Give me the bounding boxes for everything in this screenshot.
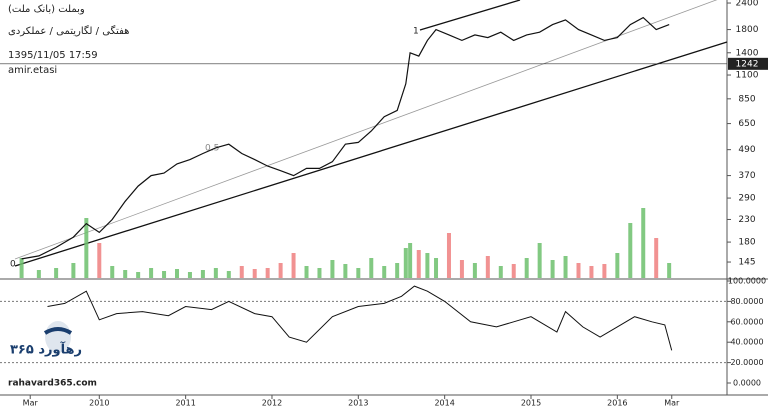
volume-bar: [97, 243, 102, 278]
volume-bar: [54, 268, 59, 278]
volume-bar: [36, 270, 41, 278]
osc-y-tick-label: 20.0000: [730, 358, 763, 367]
volume-bar: [71, 263, 76, 278]
volume-bar: [537, 243, 542, 278]
volume-bar: [425, 253, 430, 278]
trend-line: [14, 41, 728, 267]
volume-bar: [291, 253, 296, 278]
volume-bar: [356, 268, 361, 278]
volume-bar: [550, 260, 555, 278]
logo-arc: [43, 327, 73, 335]
volume-bar: [472, 263, 477, 278]
trend-line-upper: [419, 0, 521, 31]
annotation: 0.5: [205, 144, 219, 154]
osc-y-tick-label: 60.0000: [730, 317, 763, 326]
volume-bar: [498, 266, 503, 278]
x-tick-label: Mar: [23, 399, 39, 408]
volume-bar: [226, 271, 231, 278]
volume-bar: [511, 264, 516, 278]
volume-bar: [416, 250, 421, 278]
y-tick-label: 370: [738, 171, 755, 181]
volume-bar: [667, 263, 672, 278]
last-price-box: [728, 57, 768, 70]
y-tick-label: 850: [738, 94, 755, 104]
volume-bar: [602, 264, 607, 278]
annotation: 0: [10, 260, 16, 270]
volume-bar: [654, 238, 659, 278]
chart-subtitle: هفتگی / لگاریتمی / عملکردی: [8, 25, 129, 37]
volume-bar: [459, 260, 464, 278]
y-tick-label: 2400: [736, 0, 759, 9]
volume-bar: [395, 263, 400, 278]
x-tick-label: 2016: [607, 399, 627, 408]
osc-y-tick-label: 0.0000: [733, 379, 761, 388]
website: rahavard365.com: [8, 379, 97, 389]
volume-bar: [628, 223, 633, 278]
volume-bar: [213, 268, 218, 278]
volume-bar: [641, 208, 646, 278]
volume-bar: [162, 271, 167, 278]
y-tick-label: 1100: [736, 71, 759, 81]
volume-bar: [524, 258, 529, 278]
volume-bar: [123, 270, 128, 278]
x-tick-label: 2010: [89, 399, 109, 408]
volume-bar: [589, 266, 594, 278]
volume-bar: [84, 218, 89, 278]
volume-bar: [434, 258, 439, 278]
osc-y-tick-label: 40.0000: [730, 338, 763, 347]
volume-bar: [304, 266, 309, 278]
volume-bar: [408, 243, 413, 278]
y-tick-label: 1400: [736, 48, 759, 58]
volume-bar: [278, 263, 283, 278]
volume-bar: [175, 269, 180, 278]
volume-bar: [576, 263, 581, 278]
volume-bar: [200, 270, 205, 278]
volume-bar: [149, 268, 154, 278]
volume-bar: [563, 256, 568, 278]
y-tick-label: 145: [738, 258, 755, 268]
y-tick-label: 1800: [736, 25, 759, 35]
volume-bar: [369, 258, 374, 278]
x-tick-label: 2015: [521, 399, 541, 408]
x-tick-label: 2012: [262, 399, 282, 408]
volume-bar: [446, 233, 451, 278]
volume-bar: [187, 272, 192, 278]
x-tick-label: 2011: [175, 399, 195, 408]
logo: رهآورد ۳۶۵: [10, 321, 82, 358]
volume-bar: [136, 272, 141, 278]
y-tick-label: 180: [738, 238, 755, 248]
annotation: 1: [413, 27, 419, 37]
volume-bar: [330, 260, 335, 278]
osc-y-tick-label: 80.0000: [730, 297, 763, 306]
volume-bar: [265, 268, 270, 278]
volume-bar: [343, 264, 348, 278]
volume-bar: [19, 258, 24, 278]
y-tick-label: 230: [738, 215, 755, 225]
volume-bar: [317, 268, 322, 278]
volume-bar: [110, 266, 115, 278]
price-line: [21, 16, 670, 260]
x-tick-label: 2013: [348, 399, 368, 408]
y-tick-label: 490: [738, 145, 755, 155]
brand: رهآورد ۳۶۵: [10, 341, 82, 358]
user: amir.etasi: [8, 65, 57, 76]
y-tick-label: 650: [738, 119, 755, 129]
oscillator-line: [47, 285, 673, 351]
y-tick-label: 290: [738, 194, 755, 204]
volume-bar: [239, 266, 244, 278]
x-tick-label: Mar: [664, 399, 680, 408]
volume-bar: [382, 266, 387, 278]
timestamp: 1395/11/05 17:59: [8, 50, 98, 61]
last-price-label: 1242: [736, 59, 759, 69]
volume-bar: [485, 256, 490, 278]
volume-bar: [615, 253, 620, 278]
x-tick-label: 2014: [434, 399, 454, 408]
chart-title: (بانک ملت) وبملت: [8, 4, 85, 15]
volume-bar: [403, 248, 408, 278]
volume-bar: [252, 269, 257, 278]
osc-y-tick-label: 100.0000: [728, 277, 766, 286]
